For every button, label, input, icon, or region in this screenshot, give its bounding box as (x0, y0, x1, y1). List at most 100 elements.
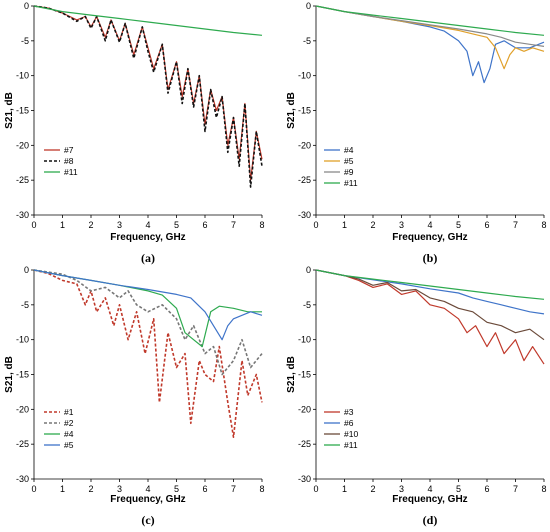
y-tick-label: -20 (298, 140, 311, 150)
x-axis-label: Frequency, GHz (392, 494, 467, 505)
x-tick-label: 5 (456, 484, 461, 494)
series-line-n9 (315, 5, 545, 47)
legend-label: #7 (64, 145, 74, 155)
y-tick-label: -10 (298, 335, 311, 345)
legend-label: #6 (344, 418, 354, 428)
series-line-n11 (33, 5, 263, 36)
y-tick-label: -20 (16, 404, 29, 414)
y-tick-label: -10 (16, 71, 29, 81)
legend-label: #5 (64, 440, 74, 450)
x-tick-label: 4 (427, 220, 432, 230)
y-tick-label: 0 (306, 1, 311, 11)
y-tick-label: -30 (298, 210, 311, 220)
panel-label: (d) (423, 513, 438, 527)
y-tick-label: -5 (21, 300, 29, 310)
y-tick-label: 0 (24, 265, 29, 275)
series-line-n1 (33, 269, 263, 439)
y-axis-label: S21, dB (4, 356, 15, 393)
series-line-n10 (315, 269, 545, 341)
y-axis-label: S21, dB (286, 92, 297, 129)
x-tick-label: 3 (117, 220, 122, 230)
x-tick-label: 7 (231, 220, 236, 230)
y-tick-label: -20 (298, 404, 311, 414)
series-line-n5 (33, 269, 263, 341)
y-tick-label: -30 (16, 210, 29, 220)
x-tick-label: 4 (145, 220, 150, 230)
legend-label: #4 (344, 145, 354, 155)
legend-label: #5 (344, 156, 354, 166)
legend-label: #11 (64, 167, 78, 177)
y-tick-label: -10 (298, 71, 311, 81)
panel-label: (b) (423, 251, 438, 265)
x-tick-label: 2 (370, 220, 375, 230)
x-tick-label: 2 (370, 484, 375, 494)
panel-label: (c) (141, 513, 154, 527)
y-tick-label: 0 (24, 1, 29, 11)
x-tick-label: 0 (313, 484, 318, 494)
y-tick-label: -15 (298, 370, 311, 380)
x-tick-label: 0 (31, 484, 36, 494)
x-tick-label: 2 (88, 484, 93, 494)
legend-label: #11 (344, 440, 358, 450)
y-tick-label: -15 (16, 106, 29, 116)
legend-label: #2 (64, 418, 74, 428)
y-tick-label: 0 (306, 265, 311, 275)
y-tick-label: -30 (16, 474, 29, 484)
x-tick-label: 3 (117, 484, 122, 494)
x-tick-label: 4 (427, 484, 432, 494)
x-tick-label: 7 (231, 484, 236, 494)
y-tick-label: -25 (16, 439, 29, 449)
x-axis-label: Frequency, GHz (392, 232, 467, 243)
x-tick-label: 1 (342, 484, 347, 494)
y-axis-label: S21, dB (4, 92, 15, 129)
y-tick-label: -15 (298, 106, 311, 116)
x-tick-label: 4 (145, 484, 150, 494)
x-tick-label: 6 (202, 484, 207, 494)
y-tick-label: -25 (16, 175, 29, 185)
legend-label: #1 (64, 407, 74, 417)
x-tick-label: 6 (202, 220, 207, 230)
legend-label: #3 (344, 407, 354, 417)
y-tick-label: -30 (298, 474, 311, 484)
x-tick-label: 8 (541, 484, 546, 494)
legend-label: #10 (344, 429, 358, 439)
series-line-n4 (315, 5, 545, 84)
x-axis-label: Frequency, GHz (110, 232, 185, 243)
legend-label: #11 (344, 178, 358, 188)
series-line-n5 (315, 5, 545, 70)
series-line-n11 (315, 269, 545, 300)
y-tick-label: -25 (298, 439, 311, 449)
x-tick-label: 8 (259, 220, 264, 230)
x-tick-label: 3 (399, 484, 404, 494)
panel-label: (a) (141, 251, 155, 265)
legend-label: #9 (344, 167, 354, 177)
legend-label: #4 (64, 429, 74, 439)
x-tick-label: 7 (513, 220, 518, 230)
x-tick-label: 5 (174, 220, 179, 230)
x-axis-label: Frequency, GHz (110, 494, 185, 505)
x-tick-label: 5 (174, 484, 179, 494)
x-tick-label: 6 (484, 484, 489, 494)
series-line-n11 (315, 5, 545, 36)
y-tick-label: -5 (21, 36, 29, 46)
x-tick-label: 1 (342, 220, 347, 230)
x-tick-label: 8 (259, 484, 264, 494)
x-tick-label: 7 (513, 484, 518, 494)
legend-label: #8 (64, 156, 74, 166)
x-tick-label: 0 (313, 220, 318, 230)
y-axis-label: S21, dB (286, 356, 297, 393)
y-tick-label: -15 (16, 370, 29, 380)
series-line-n8 (33, 5, 263, 188)
y-tick-label: -25 (298, 175, 311, 185)
series-line-n2 (33, 269, 263, 376)
x-tick-label: 5 (456, 220, 461, 230)
y-tick-label: -5 (303, 300, 311, 310)
y-tick-label: -10 (16, 335, 29, 345)
series-line-n3 (315, 269, 545, 365)
x-tick-label: 1 (60, 484, 65, 494)
